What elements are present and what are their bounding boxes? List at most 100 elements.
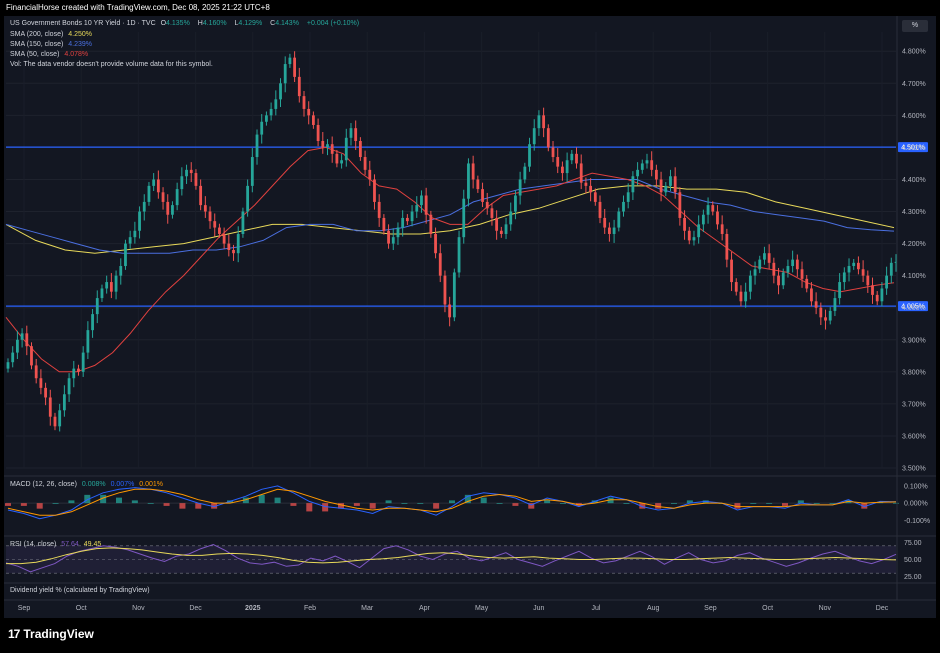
candle-body — [842, 272, 846, 283]
price-tick-label: 3.600% — [902, 433, 926, 440]
sma200-legend[interactable]: SMA (200, close) 4.250% — [10, 31, 95, 38]
rsi-pane[interactable]: 75.00 50.00 25.00 — [5, 540, 922, 581]
time-axis[interactable]: Sep Oct Nov Dec 2025 Feb Mar Apr May Jun Jul Aug Sep… — [18, 605, 889, 612]
candle-body — [734, 282, 738, 292]
candle-body — [420, 195, 423, 206]
sma50-label: SMA (50, close) — [10, 51, 60, 58]
candle-body — [664, 185, 668, 193]
price-tick-label: 4.700% — [902, 81, 926, 88]
candle-body — [504, 224, 508, 234]
candle-body — [800, 269, 804, 279]
macd-histogram-bar — [734, 503, 741, 509]
candle-body — [316, 124, 320, 141]
candle-body — [39, 378, 43, 388]
candle-body — [401, 217, 405, 228]
sma50-value: 4.078% — [64, 51, 89, 58]
chart-area[interactable] — [4, 16, 936, 618]
macd-signal-value: 0.001% — [139, 481, 164, 488]
candle-body — [297, 76, 301, 97]
candle-body — [650, 160, 654, 170]
candle-body — [565, 160, 569, 174]
macd-histogram-bar — [560, 503, 566, 504]
candle-body — [772, 262, 776, 276]
percent-scale-button[interactable]: % — [902, 20, 928, 32]
horizontal-lines[interactable]: 4.501% 4.005% — [6, 142, 928, 312]
sma-lines — [5, 146, 895, 373]
macd-legend[interactable]: MACD (12, 26, close) 0.008% 0.007% 0.001… — [10, 481, 166, 488]
candle-body — [490, 208, 494, 218]
rsi-tick-label: 75.00 — [904, 540, 922, 547]
macd-histogram-bar — [163, 503, 170, 506]
candle-body — [180, 176, 184, 190]
candle-body — [349, 128, 353, 138]
candle-body — [716, 211, 719, 225]
candles[interactable] — [6, 51, 898, 432]
price-tick-label: 4.400% — [902, 177, 926, 184]
symbol-legend[interactable]: US Government Bonds 10 YR Yield · 1D · T… — [10, 20, 362, 27]
candle-body — [250, 157, 254, 186]
open-label: O — [160, 20, 167, 27]
candle-body — [471, 163, 475, 180]
macd-histogram-bar — [750, 503, 757, 504]
rsi-label: RSI (14, close) — [10, 541, 57, 548]
candle-body — [763, 253, 766, 260]
macd-value: 0.008% — [81, 481, 106, 488]
candle-body — [875, 294, 879, 302]
candle-body — [518, 179, 522, 196]
rsi-tick-label: 50.00 — [904, 557, 922, 564]
candle-body — [730, 259, 733, 283]
price-tick-label: 4.600% — [902, 113, 926, 120]
macd-histogram-bar — [829, 503, 836, 504]
sma50-legend[interactable]: SMA (50, close) 4.078% — [10, 51, 91, 58]
time-tick-label: Nov — [132, 605, 145, 612]
time-tick-label: Jun — [533, 605, 544, 612]
high-value: 4.160% — [202, 20, 227, 27]
sma150-line — [5, 179, 895, 254]
candle-body — [128, 237, 132, 244]
dividend-legend[interactable]: Dividend yield % (calculated by TradingV… — [10, 587, 153, 594]
candle-body — [810, 288, 813, 302]
macd-histogram-bar — [797, 500, 804, 504]
candle-body — [105, 282, 109, 289]
rsi-ma-line — [6, 547, 897, 565]
candle-body — [532, 128, 536, 145]
candle-body — [701, 214, 705, 225]
candle-body — [434, 233, 437, 254]
candle-body — [67, 378, 71, 395]
candle-body — [405, 217, 409, 222]
candle-body — [542, 115, 546, 129]
rsi-legend[interactable]: RSI (14, close) 57.64 49.45 — [10, 541, 104, 548]
candle-body — [124, 243, 127, 267]
macd-histogram-bar — [496, 503, 503, 504]
candle-body — [847, 266, 851, 273]
candle-body — [171, 205, 174, 215]
tradingview-mark-icon: 17 — [8, 627, 20, 641]
candle-body — [443, 275, 447, 305]
candle-body — [523, 166, 527, 180]
macd-histogram-bar — [544, 500, 551, 504]
price-tick-label: 4.100% — [902, 273, 926, 280]
candle-body — [819, 307, 823, 318]
candle-body — [448, 304, 452, 318]
time-tick-label: Sep — [18, 605, 31, 612]
candle-body — [758, 259, 762, 270]
price-tick-label: 4.500% — [902, 145, 926, 152]
price-axis[interactable]: 4.800% 4.700% 4.600% 4.500% 4.400% 4.300% 4.20… — [902, 49, 926, 473]
macd-pane[interactable]: 0.100% 0.000% -0.100% — [5, 483, 930, 525]
candle-body — [194, 173, 198, 186]
macd-histogram-bar — [131, 500, 138, 504]
candle-body — [509, 211, 513, 225]
tradingview-logo[interactable]: 17 TradingView — [8, 627, 94, 641]
price-tick-label: 3.700% — [902, 401, 926, 408]
candle-body — [838, 282, 842, 299]
close-value: 4.143% — [275, 20, 299, 27]
candle-body — [330, 144, 334, 154]
candle-body — [161, 192, 165, 202]
candle-body — [739, 291, 743, 302]
macd-histogram-bar — [655, 503, 662, 509]
macd-histogram-bar — [433, 503, 440, 509]
sma200-label: SMA (200, close) — [10, 31, 64, 38]
sma150-legend[interactable]: SMA (150, close) 4.239% — [10, 41, 95, 48]
creator-line: FinancialHorse created with TradingView.… — [6, 3, 270, 12]
